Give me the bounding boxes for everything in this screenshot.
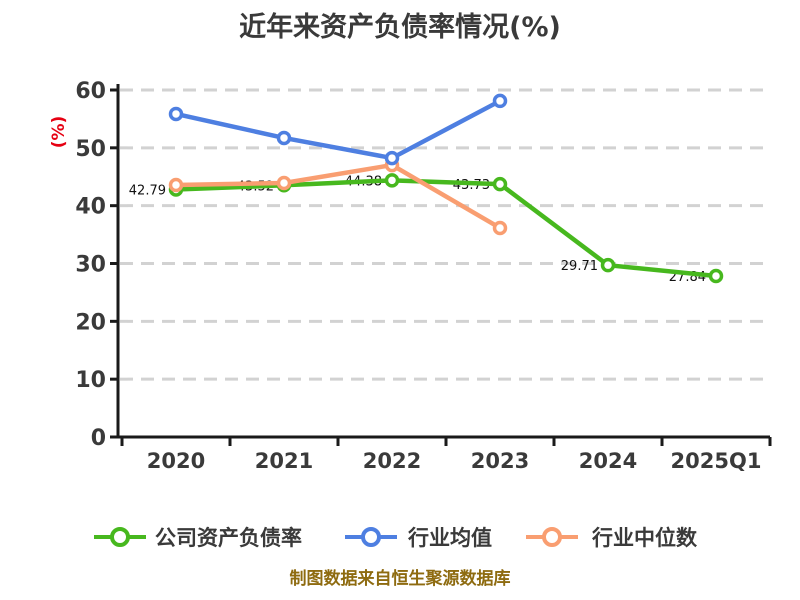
x-tick-label: 2022 xyxy=(363,449,421,473)
y-axis-unit-label: (%) xyxy=(49,116,69,149)
x-tick-label: 2023 xyxy=(471,449,529,473)
y-tick-label: 50 xyxy=(75,137,106,162)
y-tick-label: 40 xyxy=(75,195,106,220)
point-value-label: 42.79 xyxy=(129,184,166,199)
y-tick-label: 30 xyxy=(75,253,106,278)
legend-label: 行业中位数 xyxy=(591,526,698,550)
data-point-marker xyxy=(276,130,292,146)
chart-title: 近年来资产负债率情况(%) xyxy=(239,11,561,43)
x-tick-label: 2024 xyxy=(579,449,637,473)
series-median xyxy=(168,157,508,236)
y-tick-label: 20 xyxy=(75,310,106,335)
legend-label: 公司资产负债率 xyxy=(155,526,302,550)
y-tick-label: 60 xyxy=(75,79,106,104)
legend-label: 行业均值 xyxy=(407,526,492,550)
data-point-marker xyxy=(384,150,400,166)
legend: 公司资产负债率 行业均值 行业中位数 xyxy=(94,526,698,550)
series-line-median xyxy=(173,162,503,231)
data-source-caption: 制图数据来自恒生聚源数据库 xyxy=(290,568,511,589)
legend-item-mean[interactable]: 行业均值 xyxy=(345,526,492,550)
x-tick-label: 2020 xyxy=(147,449,205,473)
legend-marker-icon xyxy=(542,527,562,547)
legend-item-median[interactable]: 行业中位数 xyxy=(526,526,698,550)
data-point-marker xyxy=(492,176,508,192)
data-point-marker xyxy=(708,268,724,284)
data-point-marker xyxy=(492,220,508,236)
legend-marker-icon xyxy=(110,527,130,547)
y-tick-label: 10 xyxy=(75,368,106,393)
data-point-marker xyxy=(384,173,400,188)
data-point-marker xyxy=(168,177,184,193)
x-tick-label: 2025Q1 xyxy=(671,449,762,473)
gridlines xyxy=(120,88,766,381)
y-tick-label: 0 xyxy=(91,426,106,451)
series-line-mean xyxy=(173,98,503,161)
data-point-marker xyxy=(276,175,292,191)
point-value-label: 29.71 xyxy=(561,259,598,274)
series-line-company xyxy=(173,178,719,279)
data-point-marker xyxy=(600,257,616,273)
data-point-marker xyxy=(168,106,184,122)
series-lines xyxy=(168,93,724,284)
x-tick-label: 2021 xyxy=(255,449,313,473)
data-point-marker xyxy=(492,93,508,109)
axes: 0 10 20 30 40 50 60 2020 2021 2022 2023 2024 2025Q1 xyxy=(75,79,772,473)
series-mean xyxy=(168,93,508,166)
legend-marker-icon xyxy=(361,527,381,547)
legend-item-company[interactable]: 公司资产负债率 xyxy=(94,526,302,550)
